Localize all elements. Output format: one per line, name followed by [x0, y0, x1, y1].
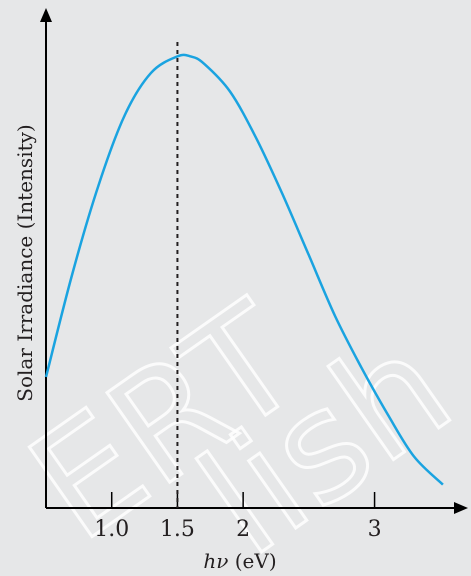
axes: [40, 8, 468, 514]
x-tick-labels: 1.0 1.5 2 3: [94, 517, 381, 542]
x-axis-arrow-icon: [454, 502, 468, 514]
x-axis-label: hν (eV): [203, 549, 276, 573]
y-axis-arrow-icon: [40, 8, 52, 22]
x-axis-label-symbol: hν: [203, 549, 228, 573]
x-tick-label: 1.5: [160, 517, 195, 542]
y-axis-label: Solar Irradiance (Intensity): [13, 124, 37, 401]
x-axis-label-unit: (eV): [235, 549, 277, 573]
x-tick-label: 2: [236, 517, 250, 542]
x-ticks: [110, 492, 376, 508]
x-tick-label: 3: [368, 517, 382, 542]
x-tick-label: 1.0: [94, 517, 129, 542]
irradiance-curve: [44, 53, 444, 486]
